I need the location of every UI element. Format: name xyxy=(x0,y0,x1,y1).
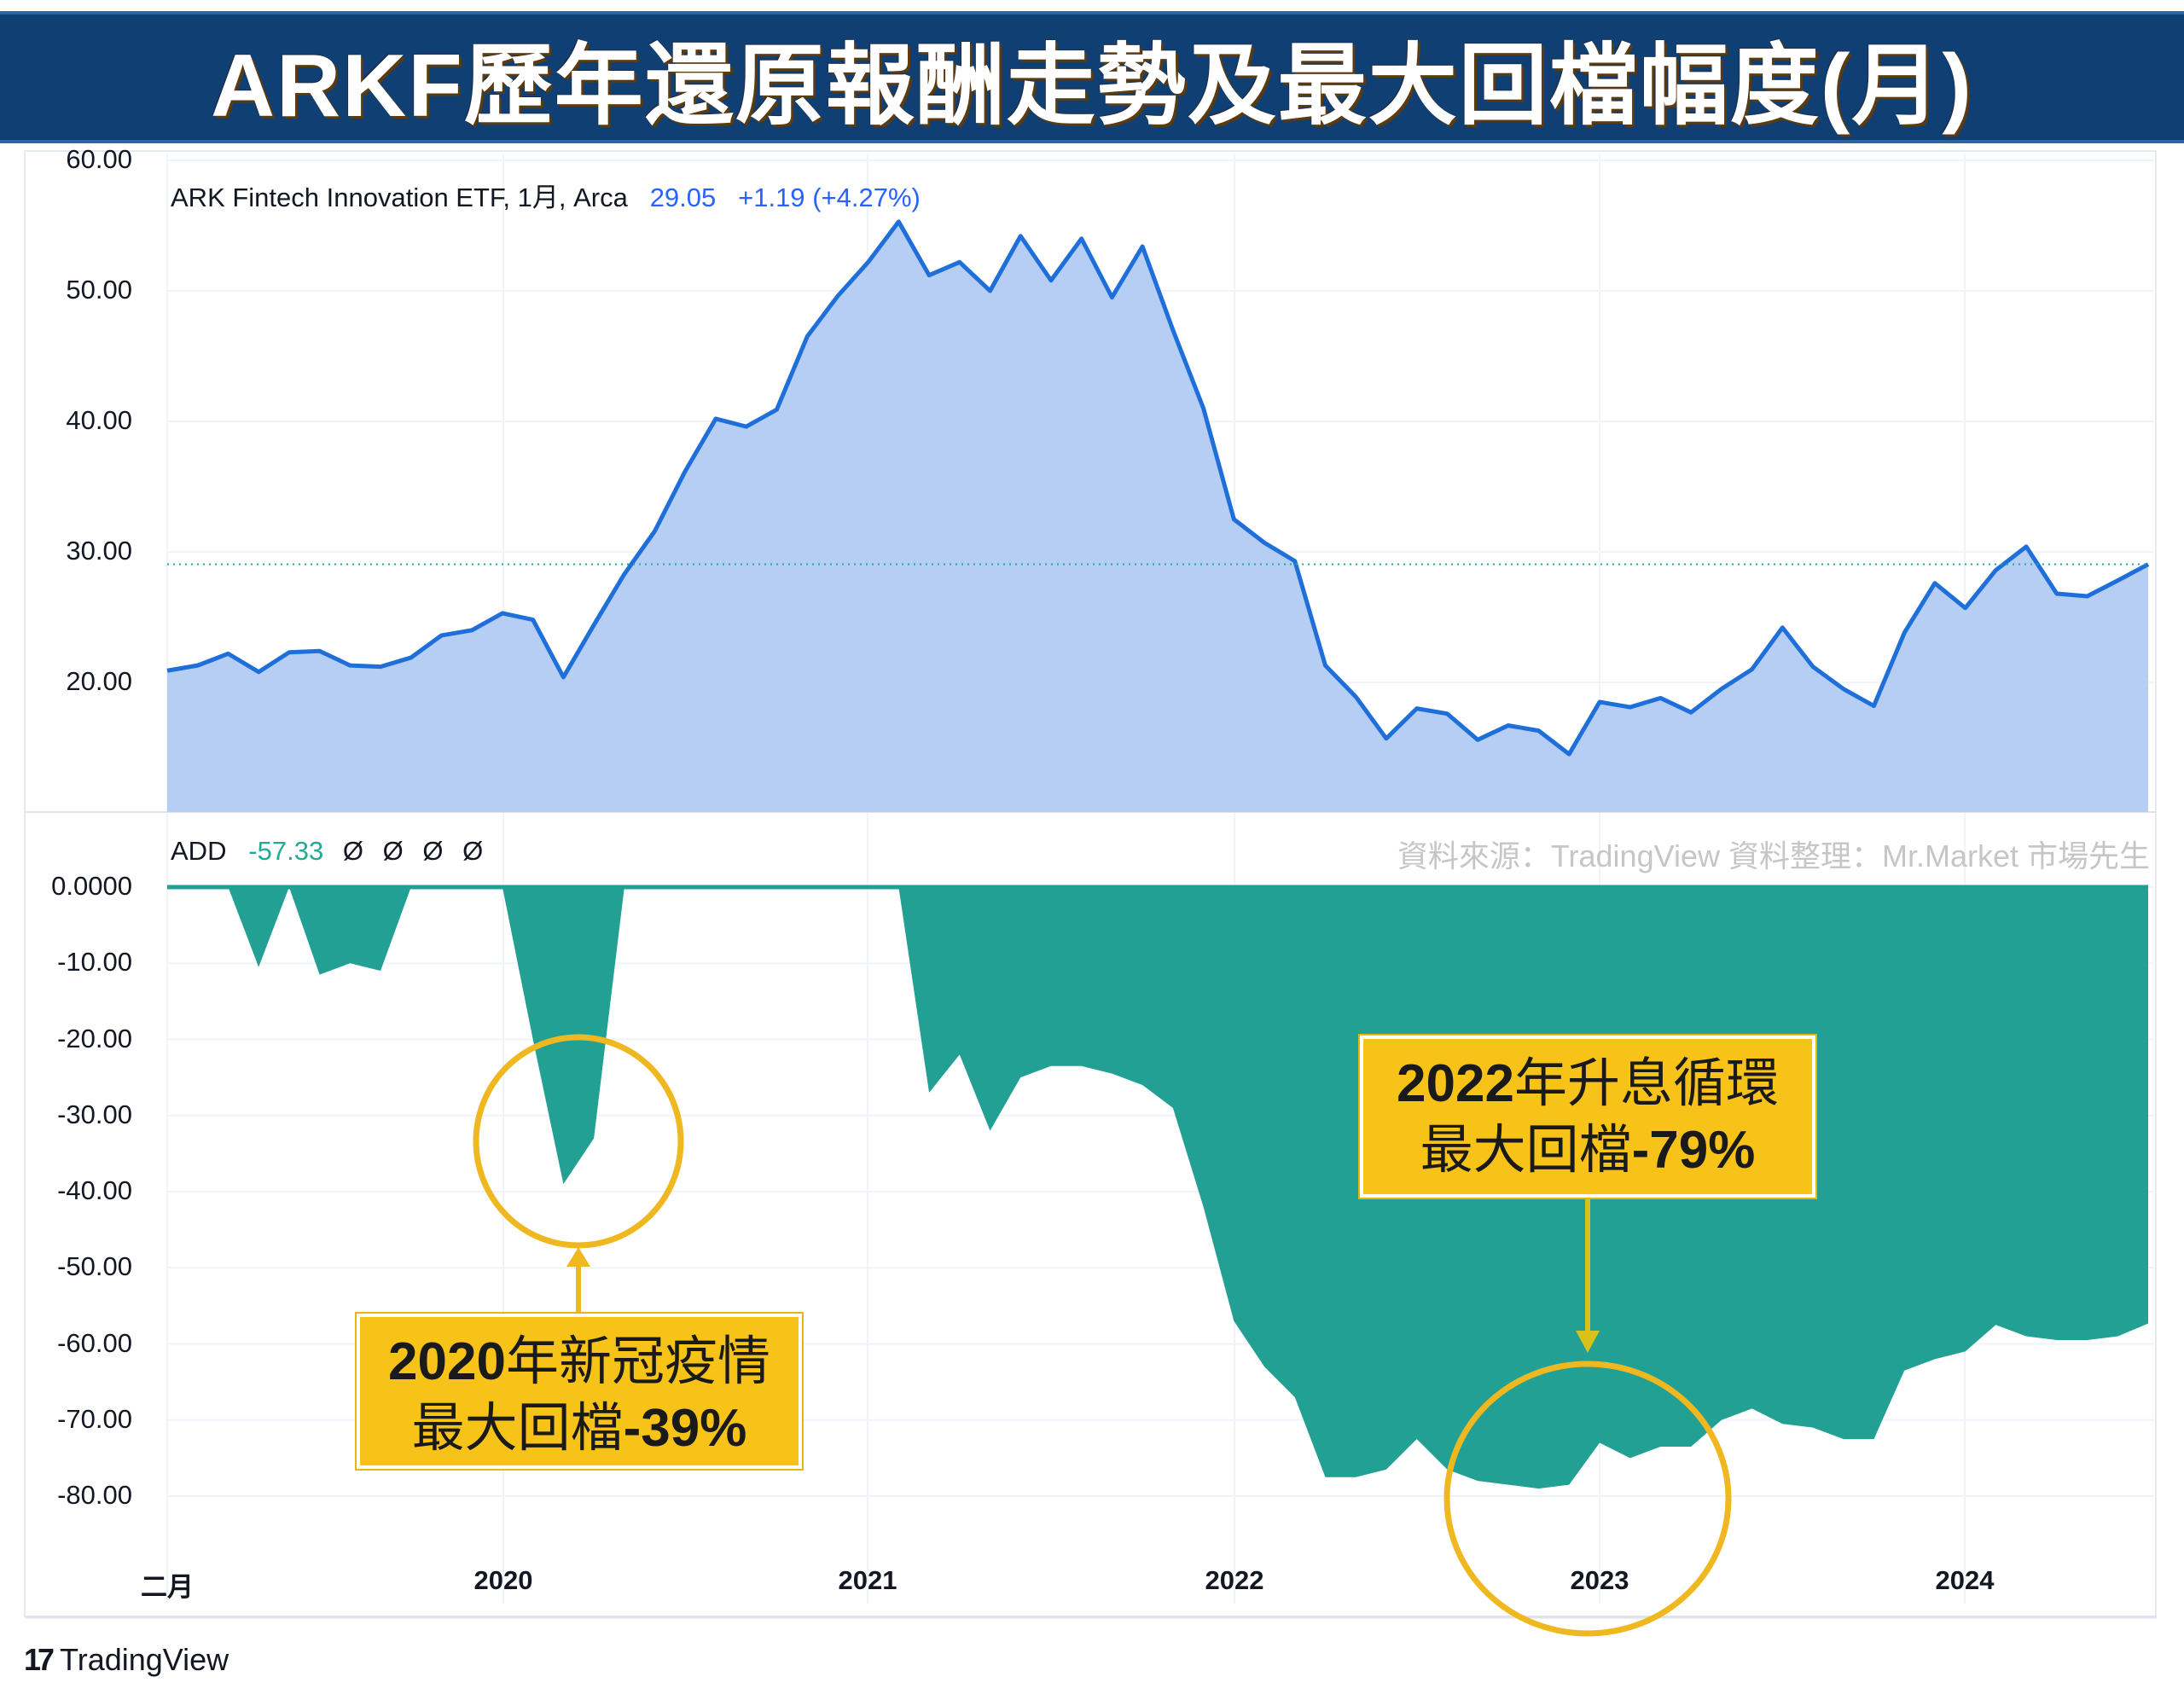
rate-hike-callout-label: 年升息循環 xyxy=(1513,1054,1779,1113)
tradingview-mark-icon: 17 xyxy=(24,1642,55,1677)
price-y-tick: 50.00 xyxy=(66,275,132,305)
x-axis-tick: 2021 xyxy=(838,1565,897,1595)
price-y-tick: 60.00 xyxy=(66,144,132,174)
price-y-tick: 30.00 xyxy=(66,536,132,566)
rate-hike-callout-year: 2022 xyxy=(1397,1054,1514,1113)
x-axis-tick: 二月 xyxy=(141,1572,194,1602)
covid-drawdown-callout: 2020年新冠疫情 最大回檔-39% xyxy=(357,1314,802,1469)
drawdown-legend: ADD -57.33 Ø Ø Ø Ø xyxy=(171,836,483,867)
price-legend-change: +1.19 xyxy=(738,183,805,212)
drawdown-y-tick: -20.00 xyxy=(57,1023,132,1053)
price-y-tick: 20.00 xyxy=(66,666,132,696)
covid-callout-year: 2020 xyxy=(388,1332,506,1391)
drawdown-y-tick: -50.00 xyxy=(57,1251,132,1282)
null-symbol-icon: Ø xyxy=(462,836,484,866)
x-axis-tick: 2023 xyxy=(1570,1565,1629,1595)
price-y-tick: 40.00 xyxy=(66,405,132,435)
rate-hike-drawdown-callout: 2022年升息循環 最大回檔-79% xyxy=(1360,1036,1815,1198)
covid-callout-label: 年新冠疫情 xyxy=(505,1332,770,1391)
price-legend-name: ARK Fintech Innovation ETF, 1月, Arca xyxy=(171,183,628,212)
drawdown-y-tick: -30.00 xyxy=(57,1099,132,1129)
drawdown-y-tick: -60.00 xyxy=(57,1327,132,1358)
rate-hike-callout-label2: 最大回檔 xyxy=(1420,1121,1632,1180)
drawdown-y-tick: -40.00 xyxy=(57,1175,132,1205)
drawdown-y-tick: 0.0000 xyxy=(51,871,132,901)
null-symbol-icon: Ø xyxy=(382,836,404,866)
drawdown-y-tick: -10.00 xyxy=(57,947,132,978)
drawdown-y-tick: -80.00 xyxy=(57,1480,132,1510)
null-symbol-icon: Ø xyxy=(422,836,444,866)
rate-hike-callout-value: -79% xyxy=(1631,1121,1756,1180)
price-legend: ARK Fintech Innovation ETF, 1月, Arca 29.… xyxy=(171,176,921,214)
x-axis-tick: 2020 xyxy=(473,1565,533,1595)
price-legend-last: 29.05 xyxy=(649,183,717,212)
page-title: ARKF歷年還原報酬走勢及最大回檔幅度(月) xyxy=(210,37,1974,136)
covid-callout-value: -39% xyxy=(623,1399,747,1458)
drawdown-legend-name: ADD xyxy=(171,836,227,866)
drawdown-y-tick: -70.00 xyxy=(57,1403,132,1434)
covid-callout-label2: 最大回檔 xyxy=(411,1399,624,1458)
x-axis-tick: 2024 xyxy=(1935,1565,1995,1595)
data-source-credit: 資料來源：TradingView 資料整理：Mr.Market 市場先生 xyxy=(1397,838,2150,873)
x-axis-tick: 2022 xyxy=(1205,1565,1264,1595)
title-banner: ARKF歷年還原報酬走勢及最大回檔幅度(月) xyxy=(0,11,2184,143)
price-legend-change-pct: (+4.27%) xyxy=(812,183,921,212)
null-symbol-icon: Ø xyxy=(342,836,363,866)
drawdown-legend-value: -57.33 xyxy=(248,836,324,866)
tradingview-wordmark: TradingView xyxy=(60,1642,229,1677)
tradingview-logo: 17 TradingView xyxy=(24,1642,229,1678)
